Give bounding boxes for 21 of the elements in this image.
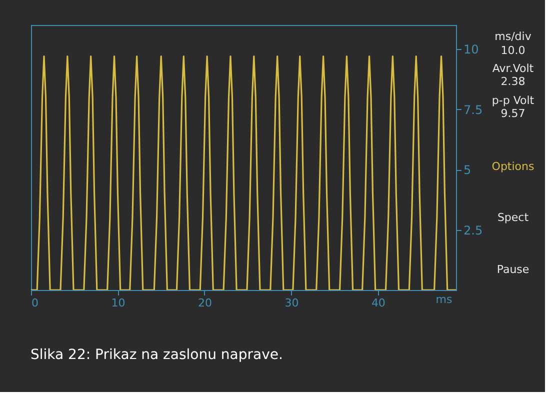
text: Avr.Volt xyxy=(492,62,534,75)
text: 2.38 xyxy=(500,75,526,88)
text: Spect xyxy=(497,211,530,224)
x-tick-label: 20 xyxy=(198,296,212,310)
text: 9.57 xyxy=(500,107,526,120)
text: 10.0 xyxy=(500,44,526,57)
x-tick-label: 30 xyxy=(284,296,299,310)
text: Options xyxy=(492,160,534,173)
text: p-p Volt xyxy=(492,94,535,107)
text: ms/div xyxy=(494,30,532,43)
x-tick-label: 40 xyxy=(371,296,386,310)
x-axis-title: ms xyxy=(436,293,452,306)
x-tick-label: 0 xyxy=(32,296,38,310)
y-tick-label: 2.5 xyxy=(464,223,483,238)
x-tick-label: 10 xyxy=(111,296,126,310)
text: Slika 22: Prikaz na zaslonu naprave. xyxy=(30,347,283,363)
y-tick-label: 5 xyxy=(464,163,472,178)
y-tick-label: 10 xyxy=(464,42,479,57)
y-tick-label: 7.5 xyxy=(464,102,483,117)
text: Pause xyxy=(496,263,530,276)
line-series xyxy=(31,56,456,290)
